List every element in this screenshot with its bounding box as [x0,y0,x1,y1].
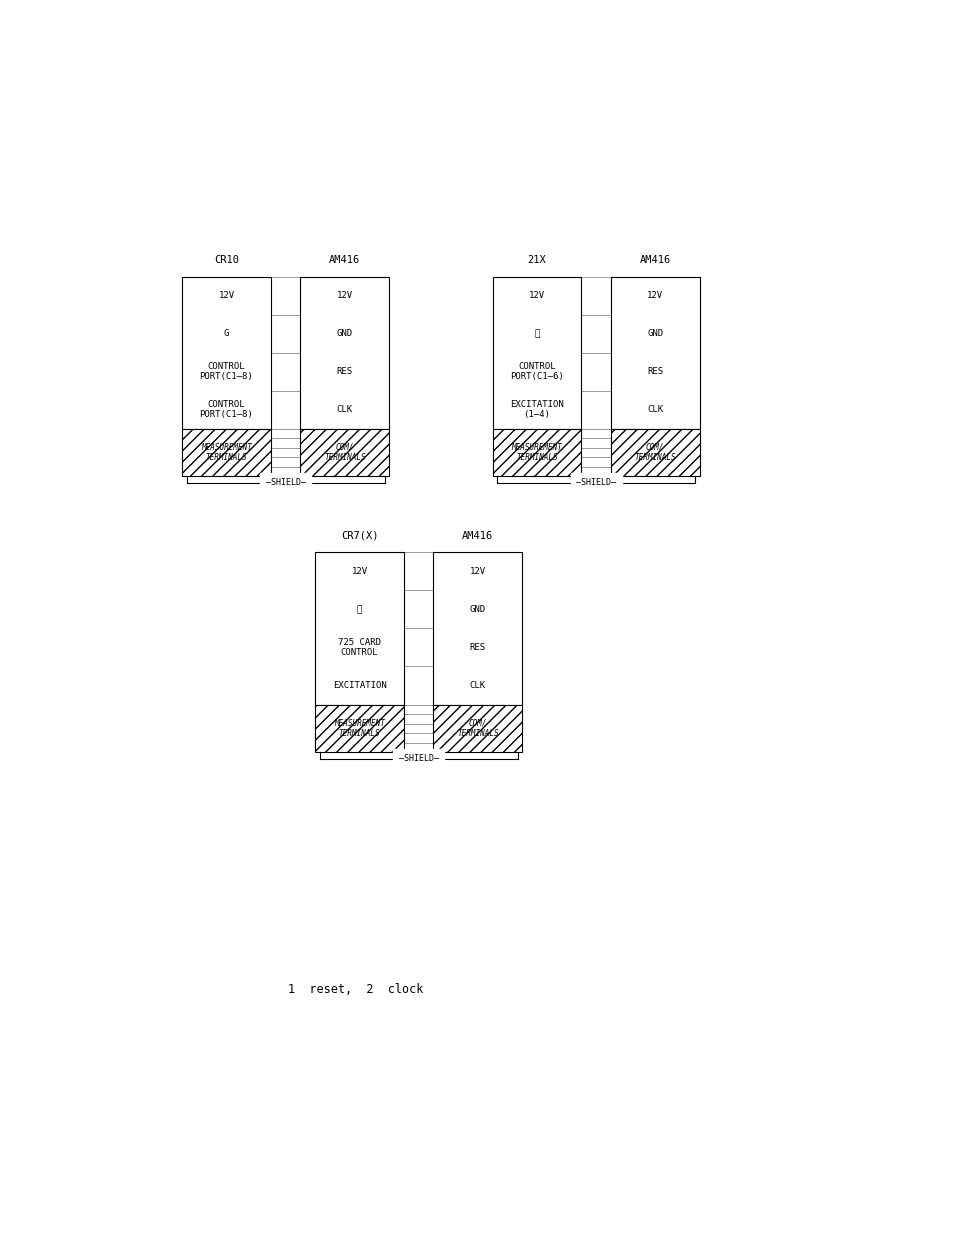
Bar [610,277,699,429]
Text: 12V: 12V [469,567,485,576]
Text: G: G [224,330,229,338]
Text: CONTROL
PORT(C1–6): CONTROL PORT(C1–6) [510,362,563,382]
Text: CR10: CR10 [213,256,238,266]
Text: 12V: 12V [528,291,544,300]
Bar [433,704,521,752]
Text: GND: GND [336,330,353,338]
Text: CONTROL
PORT(C1–8): CONTROL PORT(C1–8) [199,400,253,420]
Text: 21X: 21X [527,256,546,266]
Text: CONTROL
PORT(C1–8): CONTROL PORT(C1–8) [199,362,253,382]
Text: AM416: AM416 [639,256,670,266]
Text: AM416: AM416 [329,256,360,266]
Text: COM/
TERMINALS: COM/ TERMINALS [456,719,498,739]
Text: 1  reset,  2  clock: 1 reset, 2 clock [288,983,423,997]
Text: COM/
TERMINALS: COM/ TERMINALS [634,443,676,462]
Bar [182,429,271,477]
Text: 725 CARD
CONTROL: 725 CARD CONTROL [337,637,380,657]
Text: RES: RES [646,367,662,377]
Bar [182,277,271,429]
Text: GND: GND [646,330,662,338]
Text: MEASUREMENT
TERMINALS: MEASUREMENT TERMINALS [334,719,385,739]
Text: 12V: 12V [646,291,662,300]
Text: GND: GND [469,605,485,614]
Text: MEASUREMENT
TERMINALS: MEASUREMENT TERMINALS [201,443,252,462]
Bar [300,277,389,429]
Bar [300,429,389,477]
Text: EXCITATION: EXCITATION [333,680,386,690]
Text: 12V: 12V [218,291,234,300]
Text: CLK: CLK [336,405,353,414]
Text: ⏚: ⏚ [356,605,362,614]
Text: 12V: 12V [351,567,367,576]
Text: COM/
TERMINALS: COM/ TERMINALS [324,443,365,462]
Text: AM416: AM416 [461,531,493,541]
Text: CLK: CLK [646,405,662,414]
Text: CR7(X): CR7(X) [340,531,378,541]
Bar [492,429,580,477]
Bar [314,704,403,752]
Text: —SHIELD—: —SHIELD— [265,478,305,488]
Text: EXCITATION
(1–4): EXCITATION (1–4) [510,400,563,420]
Bar [492,277,580,429]
Text: RES: RES [336,367,353,377]
Text: MEASUREMENT
TERMINALS: MEASUREMENT TERMINALS [511,443,562,462]
Text: ⏚: ⏚ [534,330,539,338]
Text: RES: RES [469,643,485,652]
Text: —SHIELD—: —SHIELD— [398,755,438,763]
Text: 12V: 12V [336,291,353,300]
Text: —SHIELD—: —SHIELD— [576,478,616,488]
Bar [610,429,699,477]
Bar [433,552,521,704]
Bar [314,552,403,704]
Text: CLK: CLK [469,680,485,690]
